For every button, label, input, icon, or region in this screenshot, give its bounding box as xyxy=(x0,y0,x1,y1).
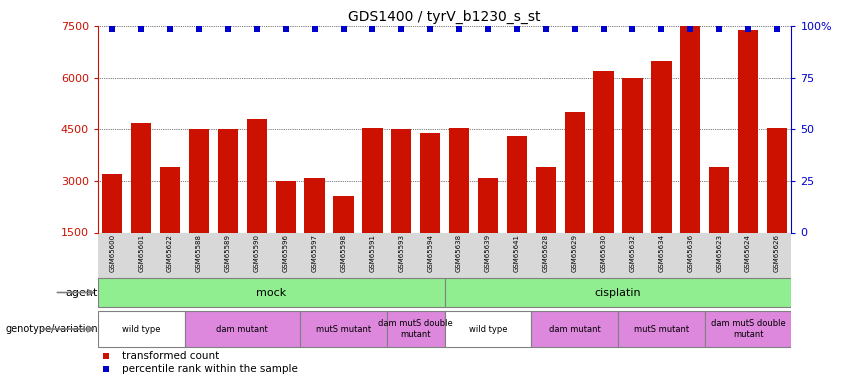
Bar xyxy=(391,129,411,232)
Bar xyxy=(705,311,791,347)
Bar xyxy=(334,196,354,232)
Bar xyxy=(593,71,614,232)
Bar xyxy=(420,133,440,232)
Text: percentile rank within the sample: percentile rank within the sample xyxy=(122,364,298,374)
Bar xyxy=(444,311,531,347)
Text: cisplatin: cisplatin xyxy=(595,288,642,297)
Bar xyxy=(535,167,556,232)
Bar xyxy=(300,311,387,347)
Text: wild type: wild type xyxy=(122,324,161,334)
Text: dam mutant: dam mutant xyxy=(549,324,601,334)
Bar xyxy=(564,112,585,232)
Bar xyxy=(709,167,729,232)
Bar xyxy=(218,129,238,232)
Bar xyxy=(98,278,444,307)
Text: agent: agent xyxy=(66,288,98,297)
Bar xyxy=(363,128,382,232)
Text: dam mutS double
mutant: dam mutS double mutant xyxy=(711,320,785,339)
Title: GDS1400 / tyrV_b1230_s_st: GDS1400 / tyrV_b1230_s_st xyxy=(348,10,541,24)
Bar xyxy=(738,30,758,232)
Bar xyxy=(387,311,444,347)
Bar xyxy=(449,128,469,232)
Bar xyxy=(276,181,296,232)
Text: dam mutant: dam mutant xyxy=(216,324,268,334)
Text: dam mutS double
mutant: dam mutS double mutant xyxy=(379,320,453,339)
Bar xyxy=(98,311,185,347)
Bar xyxy=(507,136,527,232)
Bar xyxy=(680,26,700,233)
Bar xyxy=(531,311,618,347)
Text: transformed count: transformed count xyxy=(122,351,219,361)
Bar xyxy=(478,177,498,232)
Text: mutS mutant: mutS mutant xyxy=(634,324,689,334)
Text: genotype/variation: genotype/variation xyxy=(5,324,98,334)
Bar xyxy=(131,123,151,232)
Bar xyxy=(651,61,671,232)
Bar xyxy=(247,119,267,232)
Bar xyxy=(160,167,180,232)
Bar xyxy=(102,174,123,232)
Bar xyxy=(305,177,325,232)
Bar xyxy=(618,311,705,347)
Bar xyxy=(767,128,787,232)
Bar xyxy=(622,78,643,232)
Text: wild type: wild type xyxy=(469,324,507,334)
Text: mutS mutant: mutS mutant xyxy=(316,324,371,334)
Bar xyxy=(185,311,300,347)
Bar xyxy=(444,278,791,307)
Bar xyxy=(189,129,209,232)
Text: mock: mock xyxy=(256,288,287,297)
